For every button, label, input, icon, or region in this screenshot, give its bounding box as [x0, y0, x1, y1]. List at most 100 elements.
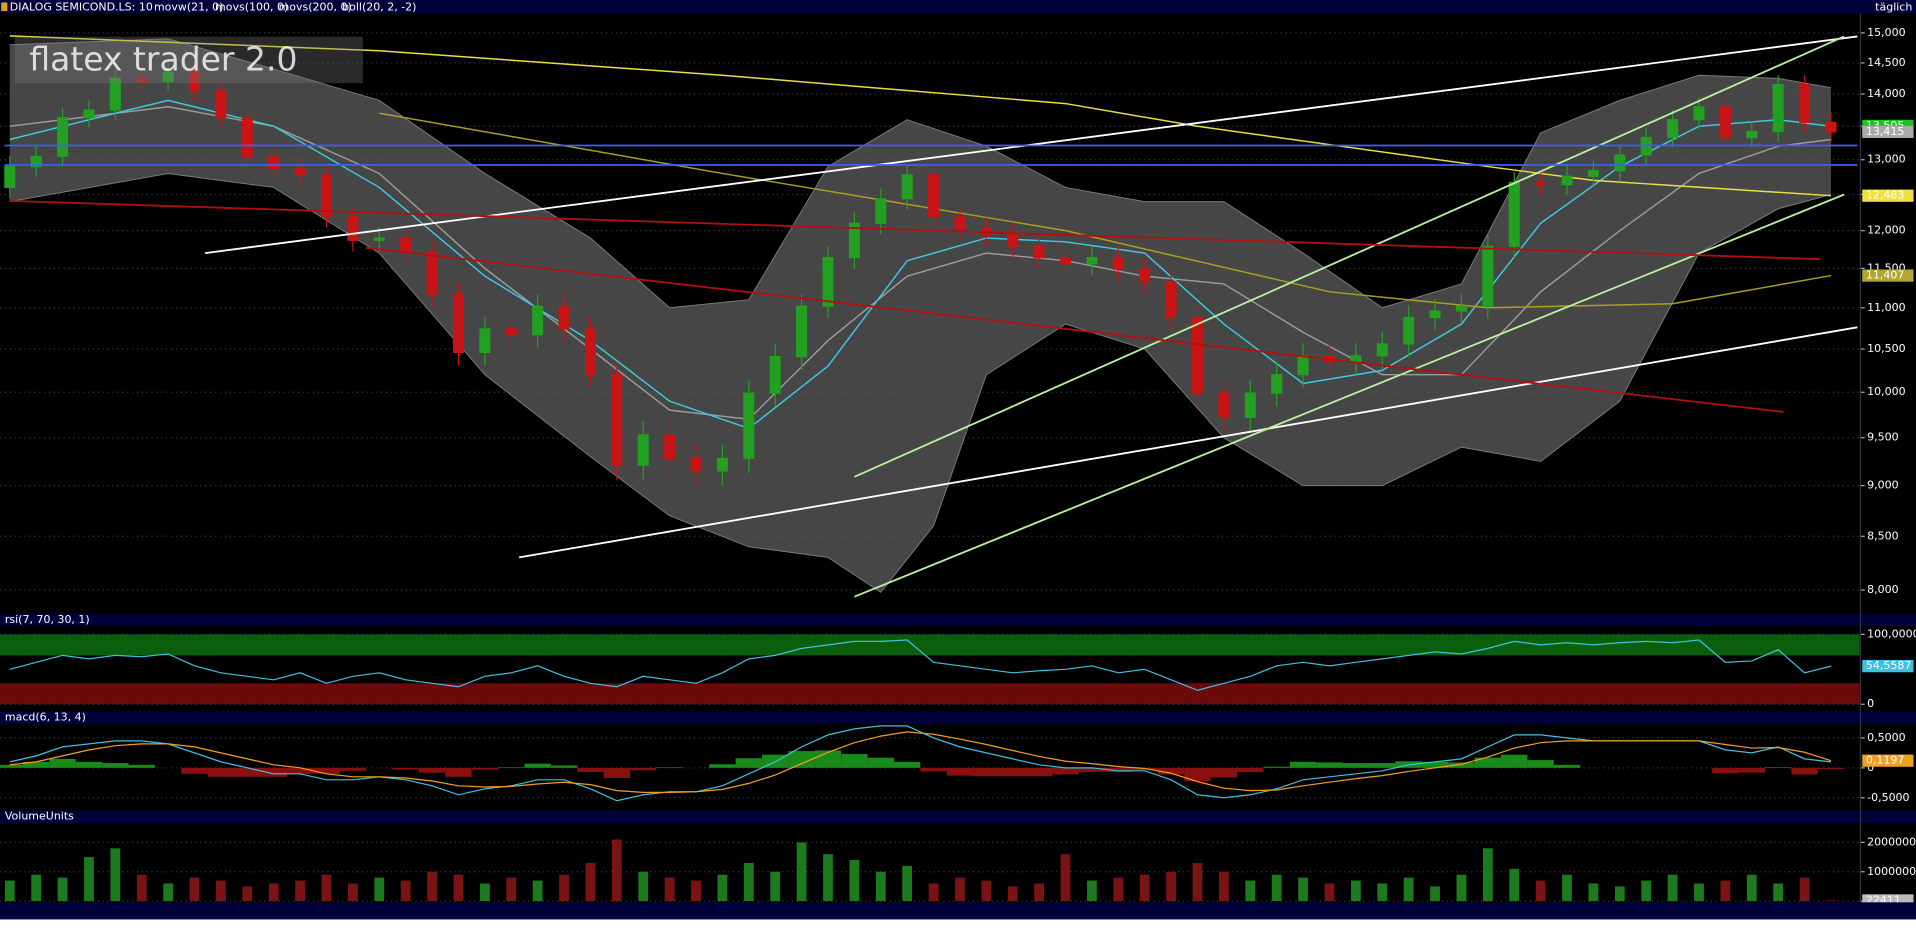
candle-body	[4, 165, 16, 189]
params: LS: 10	[119, 0, 153, 13]
histogram-bar	[1474, 757, 1502, 768]
candle-body	[136, 77, 148, 83]
candle-body	[1746, 130, 1758, 139]
histogram-bar	[1237, 767, 1264, 773]
axis-divider	[1859, 13, 1862, 903]
volume-bar	[1166, 871, 1176, 902]
volume-bar	[849, 860, 860, 902]
volume-bar	[1298, 877, 1308, 902]
separator	[0, 711, 1916, 724]
candle-body	[294, 168, 306, 176]
footer-bar	[0, 919, 1916, 939]
candle-body	[1667, 119, 1679, 139]
volume-bar	[216, 880, 226, 902]
candle-body	[1350, 355, 1362, 363]
macd-line	[9, 731, 1832, 794]
candle-body	[241, 117, 253, 157]
histogram-bar	[577, 767, 604, 773]
histogram-bar	[788, 751, 815, 768]
volume-bar	[638, 871, 649, 902]
volume-bar	[823, 854, 833, 902]
histogram-bar	[1105, 767, 1132, 773]
volume-bar	[981, 880, 992, 902]
rsi-line	[9, 639, 1832, 691]
volume-bar	[955, 877, 965, 902]
candle-body	[875, 198, 887, 224]
separator	[0, 613, 1916, 626]
volume-bar	[1377, 883, 1388, 902]
candle-body	[1614, 154, 1626, 172]
candle-body	[321, 174, 333, 218]
histogram-bar	[1052, 767, 1079, 775]
header-bar	[0, 0, 1916, 14]
y-tick-label: 15,000	[1867, 26, 1905, 39]
candle-body	[690, 457, 702, 472]
trendline	[519, 326, 1858, 559]
candle-body	[901, 174, 913, 200]
volume-bar	[268, 883, 279, 902]
candle-body	[57, 117, 69, 157]
candle-body	[1403, 316, 1415, 345]
histogram-bar	[1712, 767, 1739, 774]
price-marker-label: 11,407	[1866, 269, 1904, 282]
candle-body	[1429, 310, 1441, 319]
histogram-bar	[1501, 754, 1528, 768]
histogram-bar	[893, 761, 921, 768]
histogram-bar	[1764, 767, 1792, 768]
price-marker	[1862, 269, 1914, 282]
histogram-bar	[1210, 767, 1238, 778]
panel-title: VolumeUnits	[5, 810, 74, 823]
price-marker-label: 0,1197	[1866, 754, 1904, 767]
volume-bar	[295, 880, 305, 902]
trendline	[365, 246, 1784, 413]
candle-body	[1192, 316, 1203, 394]
candle-body	[479, 328, 491, 354]
candle-body	[1271, 374, 1283, 394]
candle-body	[1297, 355, 1309, 376]
band-upper	[9, 38, 1832, 309]
histogram-bar	[234, 767, 261, 777]
indicator: movs(100, 0)	[215, 0, 288, 13]
candle-body	[1165, 280, 1177, 319]
trendline	[854, 193, 1845, 598]
candle-body	[558, 305, 570, 330]
candle-body	[1825, 121, 1837, 133]
indicator: boll(20, 2, -2)	[342, 0, 416, 13]
y-tick-label: 0	[1867, 761, 1874, 774]
price-marker-label: 13,415	[1866, 125, 1904, 138]
volume-bar	[1588, 883, 1599, 902]
price-marker-label: 12,483	[1866, 189, 1904, 202]
volume-bar	[796, 842, 807, 902]
band-lower	[9, 172, 1832, 593]
x-axis-bar	[0, 902, 1916, 920]
y-tick-label: 2000000	[1867, 835, 1916, 848]
candle-body	[1112, 257, 1124, 270]
histogram-bar	[973, 767, 1000, 777]
instrument: DIALOG SEMICOND.	[10, 0, 119, 13]
zone	[0, 683, 1860, 705]
candle-body	[109, 77, 121, 111]
volume-bar	[479, 883, 490, 902]
y-tick-label: 0,5000	[1867, 731, 1905, 744]
volume-bar	[1456, 874, 1467, 902]
moving-average	[9, 35, 1832, 197]
y-tick-label: 13,000	[1867, 153, 1905, 166]
histogram-bar	[656, 767, 683, 768]
histogram-bar	[1263, 766, 1290, 768]
logo-box	[14, 36, 363, 84]
candle-body	[928, 174, 940, 218]
volume-bar	[1826, 900, 1836, 902]
histogram-bar	[1157, 767, 1185, 775]
volume-bar	[1694, 883, 1704, 902]
histogram-bar	[814, 750, 842, 768]
histogram-bar	[1316, 762, 1343, 768]
candle-body	[848, 222, 860, 259]
histogram-bar	[999, 767, 1026, 777]
histogram-bar	[498, 767, 525, 768]
volume-bar	[110, 848, 121, 902]
candle-body	[400, 237, 412, 253]
volume-bar	[163, 883, 174, 902]
y-tick-label: 0	[1867, 697, 1874, 710]
candle-body	[505, 328, 517, 336]
